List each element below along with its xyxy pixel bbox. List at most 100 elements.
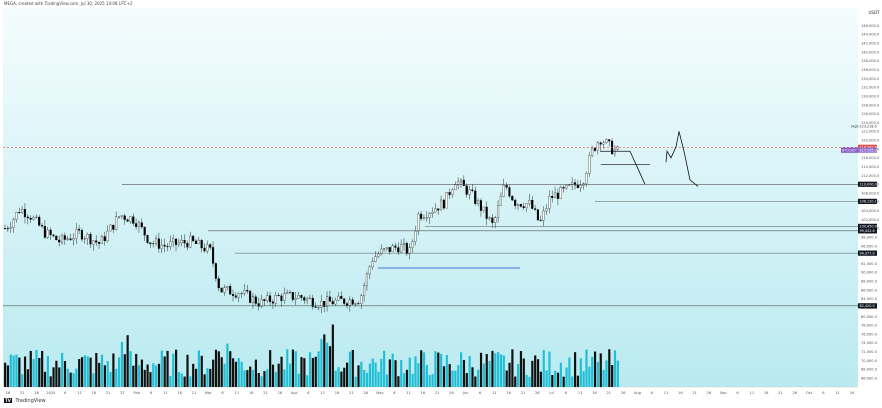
y-tick-label: 122,000.0: [861, 130, 880, 134]
volume-bar: [442, 366, 446, 387]
volume-bar: [474, 376, 477, 387]
candle-body: [123, 215, 126, 220]
candle-body: [174, 238, 178, 245]
volume-bar: [556, 372, 560, 387]
candle-body: [437, 208, 440, 211]
y-tick-label: 102,000.0: [861, 218, 880, 222]
volume-bar: [41, 350, 44, 387]
candle-body: [377, 253, 380, 257]
volume-bar: [602, 369, 605, 387]
level-tag-label: 100,450.0: [860, 225, 877, 229]
volume-bar: [348, 351, 352, 387]
volume-bar: [451, 370, 454, 387]
candle-body: [180, 240, 183, 244]
candle-body: [109, 224, 112, 232]
volume-bar: [200, 355, 203, 387]
volume-bar: [613, 350, 617, 387]
candle-body: [226, 286, 229, 288]
candle-body: [211, 247, 215, 264]
volume-bar: [146, 364, 149, 387]
volume-bar: [217, 351, 220, 387]
candle-body: [445, 192, 448, 209]
y-tick-label: 104,000.0: [861, 209, 880, 213]
candle-body: [206, 244, 209, 252]
candle-body: [602, 142, 605, 145]
volume-bar: [360, 361, 363, 387]
volume-bar: [83, 355, 86, 387]
candle-body: [422, 217, 425, 219]
x-tick-label: 21: [349, 391, 354, 395]
x-tick-label: 16: [678, 391, 683, 395]
volume-bar: [26, 369, 29, 387]
volume-bar: [479, 352, 483, 387]
projection-path: [600, 150, 646, 185]
volume-bar: [371, 358, 374, 387]
volume-bar: [46, 355, 49, 387]
volume-bar: [203, 374, 206, 387]
candle-body: [246, 290, 249, 292]
volume-bar: [534, 355, 537, 387]
candle-body: [360, 295, 363, 304]
brand-name: TradingView: [15, 398, 46, 404]
candle-body: [371, 261, 374, 268]
volume-bar: [548, 351, 551, 387]
volume-bar: [519, 351, 523, 387]
volume-bars: [4, 324, 619, 387]
candle-body: [263, 299, 266, 302]
candle-body: [209, 244, 212, 248]
x-tick-label: 6: [479, 391, 482, 395]
candle-body: [457, 181, 460, 185]
volume-bar: [157, 363, 161, 387]
volume-bar: [317, 351, 320, 387]
volume-bar: [471, 367, 474, 387]
volume-bar: [582, 371, 585, 387]
candle-body: [420, 213, 423, 219]
candle-body: [522, 206, 525, 208]
x-axis: 16 21 26 2025 6 11 16 21 27 Feb 6 11 16 21 Mar 6 11 16 21 2…: [3, 386, 858, 395]
volume-bar: [576, 375, 580, 387]
level-tag: [858, 181, 877, 187]
candle-body: [189, 235, 192, 248]
candle-body: [451, 189, 454, 196]
candle-body: [83, 238, 86, 240]
candle-body: [243, 290, 246, 294]
candle-body: [496, 205, 500, 218]
x-tick-label: 21: [521, 391, 526, 395]
volume-bar: [422, 352, 426, 387]
y-tick-label: 66,000.0: [861, 376, 878, 380]
level-tag: [858, 303, 877, 309]
volume-bar: [132, 365, 135, 387]
x-tick-label: 6: [64, 391, 67, 395]
candle-body: [100, 236, 103, 244]
y-tick-label: 116,000.0: [861, 156, 880, 160]
candle-body: [172, 238, 175, 242]
volume-bar: [103, 365, 106, 387]
projection-path-future: [665, 131, 699, 187]
volume-bar: [494, 353, 497, 387]
volume-bar: [135, 353, 138, 387]
volume-bar: [554, 370, 557, 387]
volume-bar: [525, 374, 528, 387]
x-tick-label: 6: [150, 391, 153, 395]
volume-bar: [565, 367, 568, 387]
volume-bar: [197, 350, 200, 387]
candle-body: [49, 229, 52, 236]
candle-body: [531, 199, 534, 209]
candle-body: [203, 247, 206, 252]
y-tick-label: 134,000.0: [861, 77, 880, 81]
candle-body: [274, 295, 277, 304]
candle-body: [479, 200, 482, 211]
candle-body: [616, 146, 619, 150]
candle-body: [485, 206, 488, 219]
x-tick-label: 11: [664, 391, 669, 395]
volume-bar: [212, 359, 215, 387]
volume-bar: [417, 363, 420, 387]
candle-body: [72, 238, 75, 241]
candle-body: [78, 228, 81, 231]
candle-body: [223, 287, 226, 293]
candle-body: [220, 287, 223, 293]
y-tick-label: 80,000.0: [861, 315, 878, 319]
candle-body: [237, 293, 240, 298]
volume-bar: [303, 358, 306, 387]
